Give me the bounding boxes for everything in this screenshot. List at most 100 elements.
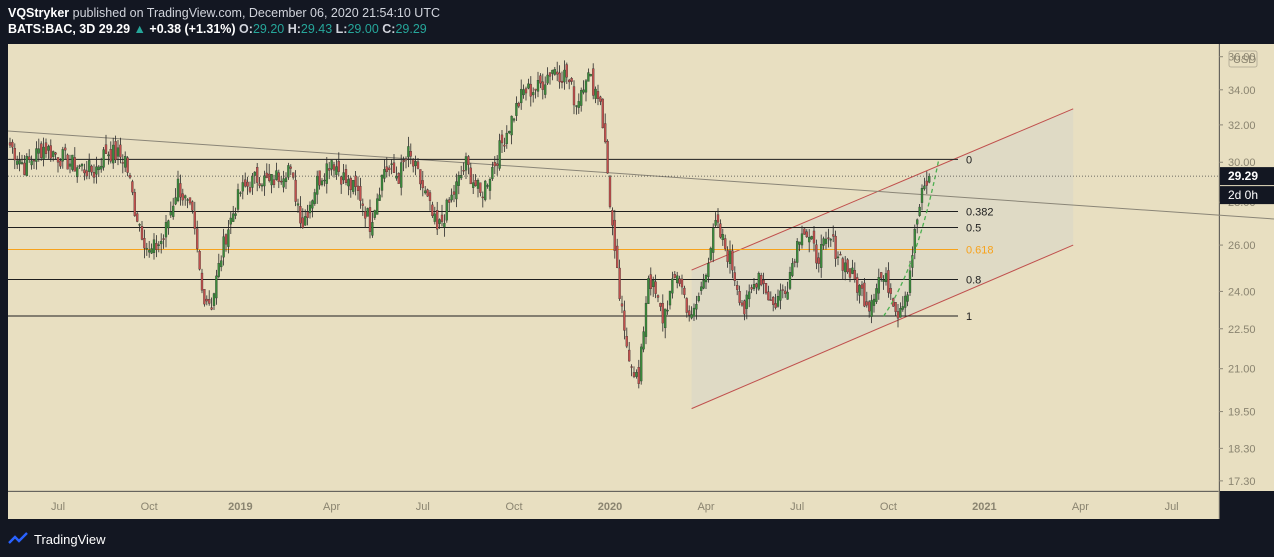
candle-body <box>822 238 825 246</box>
candle-body <box>863 282 866 307</box>
candle-body <box>870 300 873 317</box>
candle-body <box>774 303 777 308</box>
candle-body <box>294 179 297 202</box>
candle-body <box>901 306 904 310</box>
candle-body <box>697 296 700 301</box>
candle-body <box>647 278 650 304</box>
candle-body <box>565 64 568 78</box>
candle-body <box>678 278 681 284</box>
publish-line: VQStryker published on TradingView.com, … <box>8 5 440 21</box>
candle-body <box>887 270 890 293</box>
candle-body <box>728 250 732 264</box>
candle-body <box>272 179 276 185</box>
x-tick-label: Apr <box>697 501 714 513</box>
author-name[interactable]: VQStryker <box>8 6 70 20</box>
candle-body <box>47 146 50 151</box>
candle-body <box>71 154 74 170</box>
candle-body <box>928 175 931 183</box>
candle-body <box>604 123 607 143</box>
candle-body <box>18 160 21 165</box>
candle-body <box>215 275 218 299</box>
candle-body <box>349 177 352 191</box>
candle-body <box>222 236 225 258</box>
candle-body <box>791 263 794 276</box>
candle-body <box>784 290 787 294</box>
open-label: O: <box>239 22 253 36</box>
candle-body <box>397 173 400 184</box>
x-tick-label: 2019 <box>228 501 252 513</box>
candle-body <box>596 91 600 99</box>
candle-body <box>304 216 307 226</box>
candle-body <box>829 239 832 241</box>
x-tick-label: Jul <box>790 501 804 513</box>
candle-body <box>664 308 667 329</box>
candle-body <box>841 258 844 271</box>
y-tick-label: 17.30 <box>1228 476 1256 488</box>
candle-body <box>114 141 117 161</box>
candle-body <box>695 304 698 310</box>
candle-body <box>380 174 384 191</box>
candle-body <box>383 169 386 179</box>
y-tick-label: 21.00 <box>1228 364 1256 376</box>
y-tick-label: 22.50 <box>1228 324 1256 336</box>
candle-body <box>520 88 523 104</box>
candle-body <box>599 96 602 102</box>
candle-body <box>673 274 676 278</box>
candle-body <box>652 280 655 288</box>
candle-body <box>40 143 43 158</box>
publish-info: published on TradingView.com, December 0… <box>72 6 440 20</box>
candle-body <box>68 163 72 167</box>
x-tick-label: Jul <box>1165 501 1179 513</box>
candle-body <box>251 175 254 188</box>
candle-body <box>848 268 852 278</box>
projection-path <box>883 159 940 317</box>
candle-body <box>85 170 88 177</box>
currency-badge <box>1228 50 1258 68</box>
candle-body <box>762 279 765 284</box>
candle-body <box>335 166 338 175</box>
candle-body <box>270 174 273 186</box>
candle-body <box>25 155 28 177</box>
candle-body <box>726 250 729 262</box>
candle-body <box>616 245 619 268</box>
candle-body <box>752 284 756 289</box>
candle-body <box>205 298 208 302</box>
countdown-label: 2d 0h <box>1228 188 1258 202</box>
candle-body <box>800 233 804 246</box>
y-tick-label: 26.00 <box>1228 240 1256 252</box>
candle-body <box>685 298 688 313</box>
candle-body <box>361 203 364 206</box>
candle-body <box>601 98 604 129</box>
candle-body <box>35 148 38 162</box>
candle-body <box>560 80 564 83</box>
candle-body <box>59 160 62 167</box>
candle-body <box>162 238 165 240</box>
candle-body <box>779 290 782 301</box>
candle-body <box>815 244 818 264</box>
candle-body <box>109 149 112 162</box>
candle-body <box>133 192 136 216</box>
candle-body <box>486 185 489 187</box>
candle-body <box>536 80 540 92</box>
tradingview-logo-icon[interactable] <box>8 532 28 546</box>
candle-body <box>856 277 859 293</box>
candle-body <box>186 199 189 201</box>
footer-brand[interactable]: TradingView <box>34 531 106 547</box>
candle-body <box>102 149 105 168</box>
candle-body <box>448 199 451 203</box>
candle-body <box>796 241 799 263</box>
candle-body <box>858 285 861 296</box>
candle-body <box>368 207 372 232</box>
candle-body <box>152 239 156 253</box>
candle-body <box>164 222 168 238</box>
candle-body <box>337 161 340 172</box>
candle-body <box>608 176 612 207</box>
candle-body <box>426 189 429 197</box>
candle-body <box>644 302 648 337</box>
candle-body <box>911 255 914 268</box>
candle-body <box>661 303 664 324</box>
candle-body <box>143 238 146 249</box>
candle-body <box>894 302 897 312</box>
candle-body <box>476 180 480 189</box>
